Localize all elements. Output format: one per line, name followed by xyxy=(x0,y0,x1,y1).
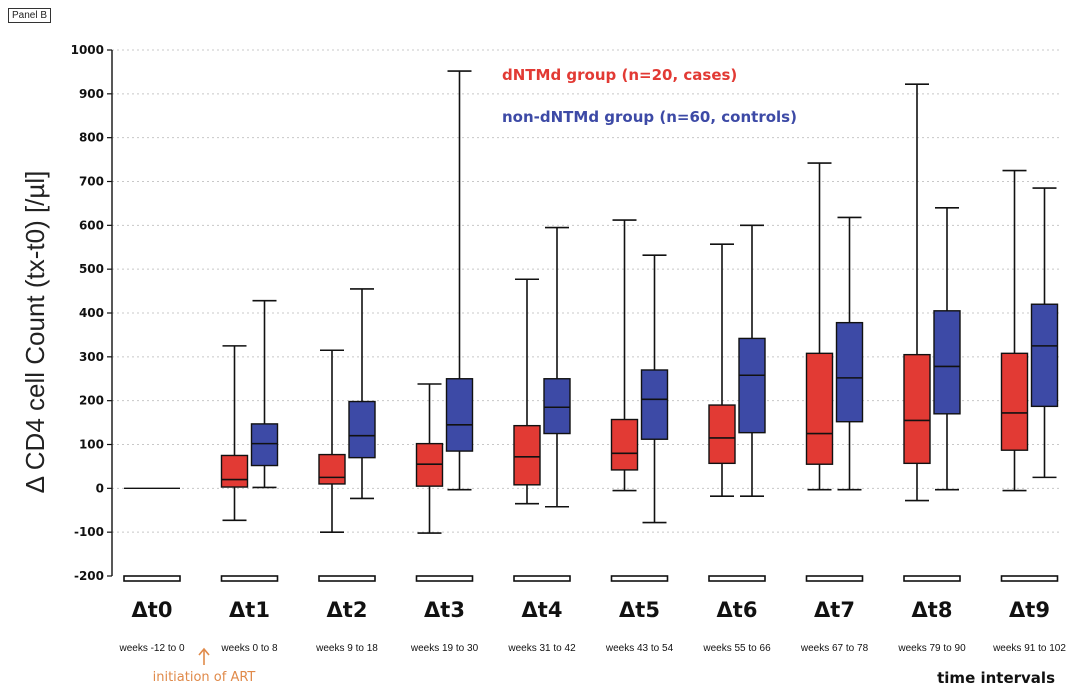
x-category-label: Δt8 xyxy=(912,598,953,622)
x-category-label: Δt3 xyxy=(424,598,465,622)
x-category-label: Δt0 xyxy=(132,598,173,622)
x-subcategory-label: weeks 43 to 54 xyxy=(605,643,674,654)
y-tick-label: 500 xyxy=(79,262,104,276)
category-bar xyxy=(903,575,961,582)
box-cases xyxy=(415,383,444,534)
iqr-box xyxy=(445,378,474,452)
y-tick-label: 800 xyxy=(79,131,104,145)
box-controls xyxy=(348,288,376,500)
iqr-box xyxy=(543,378,571,435)
category-bar xyxy=(805,575,864,582)
box-controls xyxy=(933,207,961,491)
box-controls xyxy=(738,224,766,498)
box-cases xyxy=(903,83,931,502)
iqr-box xyxy=(220,454,249,488)
iqr-box xyxy=(610,418,639,471)
iqr-box xyxy=(348,400,376,459)
y-tick-label: 1000 xyxy=(71,43,104,57)
iqr-box xyxy=(1000,352,1029,451)
x-subcategory-label: weeks 19 to 30 xyxy=(410,643,479,654)
x-axis-labels: Δt0 weeks -12 to 0 Δt1 weeks 0 to 8 Δt2 weeks… xyxy=(118,598,1066,654)
box-controls xyxy=(1030,187,1059,479)
legend-cases: dNTMd group (n=20, cases) xyxy=(502,66,737,84)
y-tick-label: 400 xyxy=(79,306,104,320)
iqr-box xyxy=(805,352,834,465)
box-cases xyxy=(1000,169,1029,492)
box-cases xyxy=(610,219,639,492)
x-subcategory-label: weeks 67 to 78 xyxy=(800,643,869,654)
iqr-box xyxy=(933,310,961,415)
x-subcategory-label: weeks 0 to 8 xyxy=(220,643,278,654)
x-category-label: Δt5 xyxy=(619,598,660,622)
box-controls xyxy=(640,254,669,524)
x-category-label: Δt2 xyxy=(327,598,368,622)
x-subcategory-label: weeks 9 to 18 xyxy=(315,643,378,654)
y-tick-label: 0 xyxy=(96,481,104,495)
y-tick-label: 700 xyxy=(79,175,104,189)
box-cases xyxy=(220,345,249,522)
iqr-box xyxy=(738,337,766,434)
y-tick-label: 900 xyxy=(79,87,104,101)
category-bar xyxy=(1000,575,1059,582)
x-subcategory-label: weeks 91 to 102 xyxy=(992,643,1066,654)
iqr-box xyxy=(250,423,279,467)
gridlines xyxy=(112,49,1060,533)
box-controls xyxy=(250,299,279,489)
iqr-box xyxy=(835,321,864,423)
iqr-box xyxy=(903,353,931,465)
iqr-box xyxy=(640,369,669,440)
category-bar xyxy=(318,575,376,582)
x-axis-title: time intervals xyxy=(937,669,1055,687)
art-initiation-annotation: initiation of ART xyxy=(153,670,256,685)
x-subcategory-label: weeks -12 to 0 xyxy=(118,643,184,654)
y-tick-label: 200 xyxy=(79,394,104,408)
y-tick-label: 100 xyxy=(79,438,104,452)
category-bar xyxy=(610,575,669,582)
arrow-up-icon xyxy=(198,647,210,665)
box-cases xyxy=(513,278,541,505)
box-controls xyxy=(835,216,864,491)
y-axis: -200 -100 0 100 200 300 400 500 600 700 800 900 1000 xyxy=(71,43,113,583)
y-axis-label: Δ CD4 cell Count (tx-t0) [/µl] xyxy=(20,171,50,494)
category-bar xyxy=(513,575,571,582)
x-subcategory-label: weeks 55 to 66 xyxy=(702,643,771,654)
box-cases xyxy=(805,162,834,491)
y-tick-label: -200 xyxy=(74,569,104,583)
legend-controls: non-dNTMd group (n=60, controls) xyxy=(502,108,797,126)
iqr-box xyxy=(318,453,346,485)
x-category-label: Δt6 xyxy=(717,598,758,622)
boxes xyxy=(124,70,1059,534)
category-bar xyxy=(220,575,279,582)
panel-label: Panel B xyxy=(8,8,52,23)
iqr-box xyxy=(1030,303,1059,408)
category-bar xyxy=(415,575,474,582)
y-tick-label: 600 xyxy=(79,218,104,232)
box-controls xyxy=(543,226,571,508)
x-category-label: Δt7 xyxy=(814,598,855,622)
y-tick-label: 300 xyxy=(79,350,104,364)
x-subcategory-label: weeks 79 to 90 xyxy=(897,643,966,654)
x-category-label: Δt9 xyxy=(1009,598,1050,622)
category-bar xyxy=(708,575,766,582)
box-cases xyxy=(318,349,346,533)
y-tick-label: -100 xyxy=(74,525,104,539)
category-bars xyxy=(123,575,1059,582)
box-cases xyxy=(708,243,736,498)
category-bar xyxy=(123,575,181,582)
box-controls xyxy=(445,70,474,491)
iqr-box xyxy=(513,424,541,486)
iqr-box xyxy=(708,404,736,465)
x-category-label: Δt4 xyxy=(522,598,563,622)
x-category-label: Δt1 xyxy=(229,598,270,622)
x-subcategory-label: weeks 31 to 42 xyxy=(507,643,576,654)
